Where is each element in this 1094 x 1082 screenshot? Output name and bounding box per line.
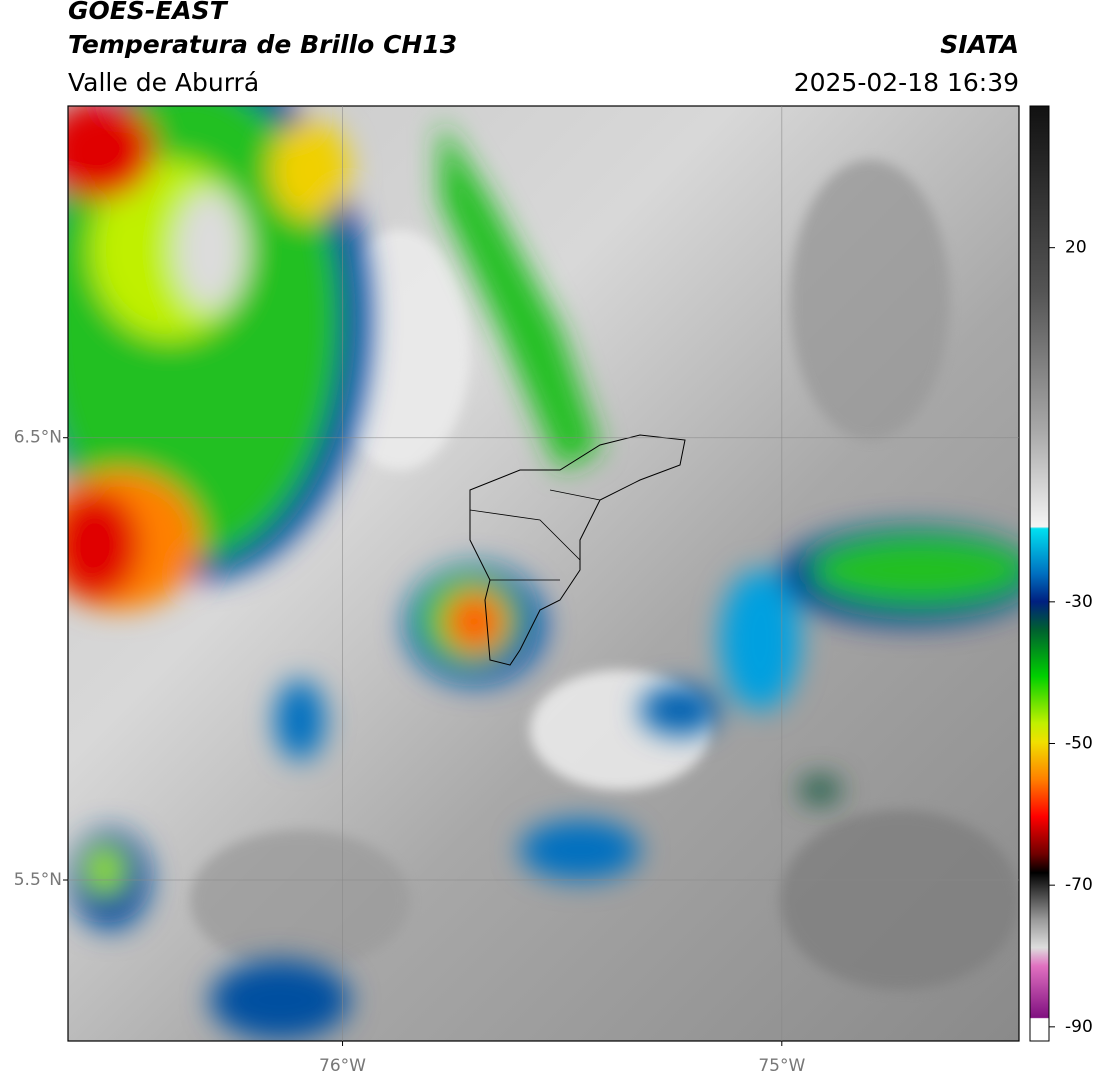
y-tick-label: 5.5°N [14,870,62,890]
colorbar [1029,105,1050,1042]
colorbar-tick-label: -90 [1065,1017,1093,1037]
colorbar-tick-label: -50 [1065,734,1093,754]
colorbar-tick-label: -70 [1065,875,1093,895]
timestamp: 2025-02-18 16:39 [794,68,1019,97]
colorbar-tick-label: 20 [1065,238,1087,258]
satellite-image [68,106,1019,1041]
region: Valle de Aburrá [68,68,259,97]
y-tick-label: 6.5°N [14,428,62,448]
colorbar-tick-label: -30 [1065,592,1093,612]
x-tick-label: 76°W [319,1056,366,1076]
subtitle: Temperatura de Brillo CH13 [68,30,457,59]
x-tick-label: 75°W [758,1056,805,1076]
title: GOES-EAST [68,0,229,25]
map-frame [67,105,1020,1042]
source: SIATA [940,30,1019,59]
